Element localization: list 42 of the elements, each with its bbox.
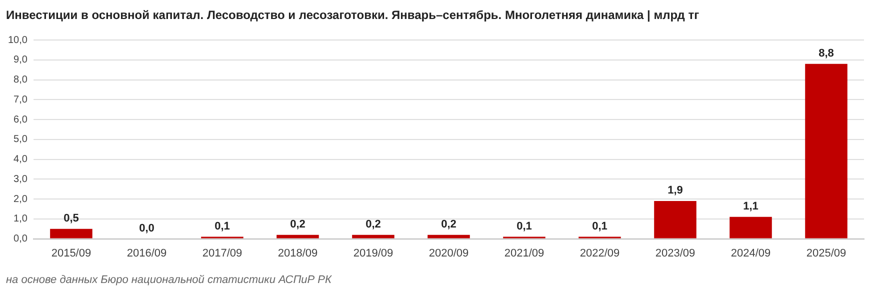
- y-tick-label: 9,0: [14, 54, 28, 66]
- x-tick-label: 2020/09: [428, 247, 469, 260]
- bar: [276, 234, 319, 238]
- data-label: 1,9: [668, 184, 683, 197]
- chart-title: Инвестиции в основной капитал. Лесоводство и лесозаготовки. Январь–сентябрь. Многолетняя динамика | млрд тг: [6, 8, 700, 22]
- x-tick-label: 2024/09: [730, 247, 771, 260]
- y-tick-label: 3,0: [14, 174, 28, 185]
- data-label: 0,1: [214, 220, 230, 232]
- bar: [352, 234, 394, 238]
- x-tick-label: 2017/09: [202, 247, 242, 260]
- x-tick-label: 2016/09: [126, 247, 167, 260]
- data-label: 0,2: [441, 218, 456, 230]
- data-label: 0,1: [592, 220, 608, 232]
- bar: [654, 201, 696, 238]
- bar: [428, 234, 470, 238]
- x-tick-label: 2019/09: [353, 247, 394, 260]
- data-label: 0,1: [516, 220, 532, 232]
- y-tick-label: 8,0: [14, 74, 28, 86]
- bar: [805, 64, 848, 238]
- bar: [50, 228, 92, 238]
- data-label: 0,0: [139, 222, 154, 234]
- bar: [730, 216, 772, 238]
- y-tick-label: 2,0: [14, 194, 28, 205]
- y-tick-label: 1,0: [14, 214, 28, 225]
- x-tick-label: 2021/09: [504, 247, 544, 260]
- data-label: 0,5: [64, 212, 79, 224]
- data-label: 8,8: [818, 47, 834, 60]
- data-label: 1,1: [743, 200, 758, 212]
- text: на основе данных Бюро национальной статистики АСПиР РК: [6, 274, 332, 286]
- y-tick-label: 7,0: [14, 94, 28, 106]
- data-label: 0,2: [290, 218, 306, 230]
- x-tick-label: 2018/09: [278, 247, 318, 260]
- x-tick-label: 2015/09: [51, 247, 92, 260]
- x-tick-label: 2025/09: [806, 247, 846, 260]
- y-tick-label: 5,0: [14, 134, 28, 146]
- data-label: 0,2: [366, 218, 381, 230]
- y-tick-label: 6,0: [14, 114, 28, 126]
- x-tick-label: 2023/09: [655, 247, 696, 260]
- y-tick-label: 0,0: [14, 234, 28, 245]
- y-tick-label: 4,0: [14, 154, 28, 166]
- x-tick-label: 2022/09: [580, 247, 620, 260]
- y-tick-label: 10,0: [8, 34, 28, 46]
